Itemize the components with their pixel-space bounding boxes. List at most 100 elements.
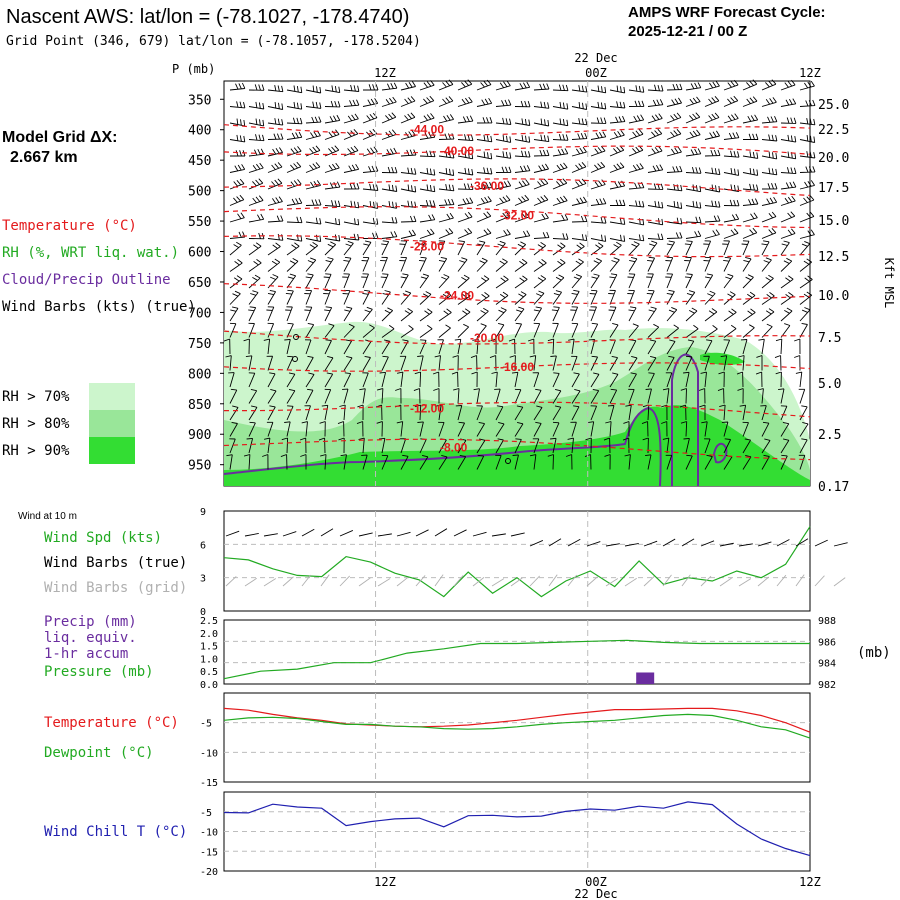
surface-wind-barb: [700, 540, 715, 547]
wind-barb: [723, 95, 739, 107]
wind-barb: [324, 257, 334, 272]
wind-barb: [438, 151, 455, 159]
rh-legend: RH > 70% RH > 80% RH > 90%: [2, 383, 135, 464]
wind-barb: [590, 145, 606, 157]
wind-barb: [761, 228, 777, 239]
top-tick-label-0: 12Z: [374, 66, 396, 80]
wind-barb: [319, 421, 326, 437]
wind-barb: [699, 404, 706, 420]
top-tick-label-2: 12Z: [799, 66, 821, 80]
wind-barb: [609, 234, 626, 242]
surface-wind-barb: [453, 529, 467, 537]
wind-barb: [738, 355, 745, 371]
wind-barb: [662, 437, 670, 454]
pressure-tick-label: 988: [818, 616, 836, 627]
wind-barb: [590, 216, 607, 224]
surface-wind-barb: [795, 538, 809, 547]
grid-wind-barb: [719, 577, 732, 587]
precip-label: Precip (mm): [44, 614, 137, 630]
wind-barb: [343, 113, 359, 124]
height-axis: 25.0 22.5 20.0 17.5 15.0 12.5 10.0 7.5 5.0 2.5 0.1…: [818, 98, 849, 495]
wind-barb: [438, 291, 452, 305]
wind-barb: [399, 240, 408, 256]
surface-wind-barb: [719, 542, 734, 547]
wind-barb: [683, 371, 690, 388]
wind-panel: 9 6 3 0: [200, 507, 848, 618]
wind-barb: [666, 83, 683, 91]
wind-barb: [305, 180, 321, 190]
cross-section-time-grid: [375, 81, 589, 486]
wind-barb: [400, 112, 416, 124]
wind-barb: [684, 273, 693, 289]
wind-barb: [438, 308, 452, 322]
wind-barb: [324, 234, 341, 242]
wind-barb: [647, 372, 655, 388]
wind-barb: [780, 421, 790, 437]
wind-barb: [324, 129, 340, 140]
wind-barb: [476, 275, 490, 289]
wind-barb: [476, 307, 489, 322]
wind-barb: [495, 166, 512, 173]
wind-barb: [529, 454, 537, 470]
wind-barb: [229, 212, 245, 223]
wind-barb: [552, 118, 569, 127]
bottom-date-label: 22 Dec: [574, 887, 617, 900]
wind-barb: [571, 215, 588, 223]
wind-barb: [419, 273, 430, 289]
wind-barb: [362, 128, 378, 140]
wind-barb: [433, 388, 440, 404]
height-tick-label: 22.5: [818, 123, 849, 138]
surface-wind-barb: [548, 538, 562, 547]
wind-barb: [495, 291, 509, 305]
pressure-tick-label: 850: [188, 398, 211, 413]
isotherm-line: [223, 206, 811, 229]
wind-barb: [567, 437, 574, 454]
wind-barb: [495, 151, 512, 159]
wind-barb: [704, 130, 720, 140]
isotherm-label: -12.00: [410, 402, 444, 416]
temperature-label: Temperature (°C): [44, 715, 179, 731]
wind-barb: [419, 324, 433, 338]
wind-barb: [376, 388, 384, 404]
wind-barb: [248, 242, 262, 256]
wind-barb: [761, 274, 774, 289]
isotherms: -44.00 -40.00 -36.00 -32.00 -28.00 -24.00 -20.…: [223, 123, 811, 461]
wind-barb: [680, 421, 688, 437]
wind-barb: [590, 85, 607, 94]
rh-90-swatch: [89, 437, 135, 464]
wind-barb: [799, 195, 815, 206]
wind-barb: [248, 274, 261, 289]
pressure-axis: 350 400 450 500 550 600 650 700 750 800 850 900 950: [188, 93, 224, 474]
wind-barbs-grid-label: Wind Barbs (grid): [44, 580, 187, 596]
wind-barb: [248, 195, 264, 206]
wind-barb: [476, 421, 485, 437]
wind-barb: [318, 437, 326, 454]
wind-barb: [337, 421, 345, 437]
wind-barb: [723, 132, 740, 140]
grid-wind-barb: [491, 578, 505, 587]
wind-barb: [742, 256, 752, 272]
wind-barb: [742, 151, 759, 159]
wind-barb: [742, 212, 758, 223]
wind-barb: [362, 355, 371, 371]
wind-barb: [704, 438, 711, 454]
wind-barb: [457, 211, 473, 223]
wind-barb: [590, 198, 607, 206]
calm-marker: [505, 458, 511, 464]
wind-barb: [571, 146, 587, 157]
precip-accum-label: 1-hr accum: [44, 646, 128, 662]
wind-barb: [243, 454, 251, 470]
wind-barb: [381, 96, 397, 107]
wind-barb: [508, 338, 516, 355]
wind-barb: [380, 273, 389, 289]
wind-barb: [229, 134, 246, 143]
surface-wind-barb: [529, 540, 544, 547]
grid-wind-barb: [548, 574, 558, 587]
wind-barb: [229, 101, 246, 109]
surface-wind-barb: [377, 533, 392, 537]
rh-80-swatch: [89, 410, 135, 437]
wind-barb: [514, 388, 522, 404]
wind-barb: [438, 256, 448, 272]
grid-wind-barb: [567, 574, 578, 587]
wind-barb: [533, 306, 542, 322]
